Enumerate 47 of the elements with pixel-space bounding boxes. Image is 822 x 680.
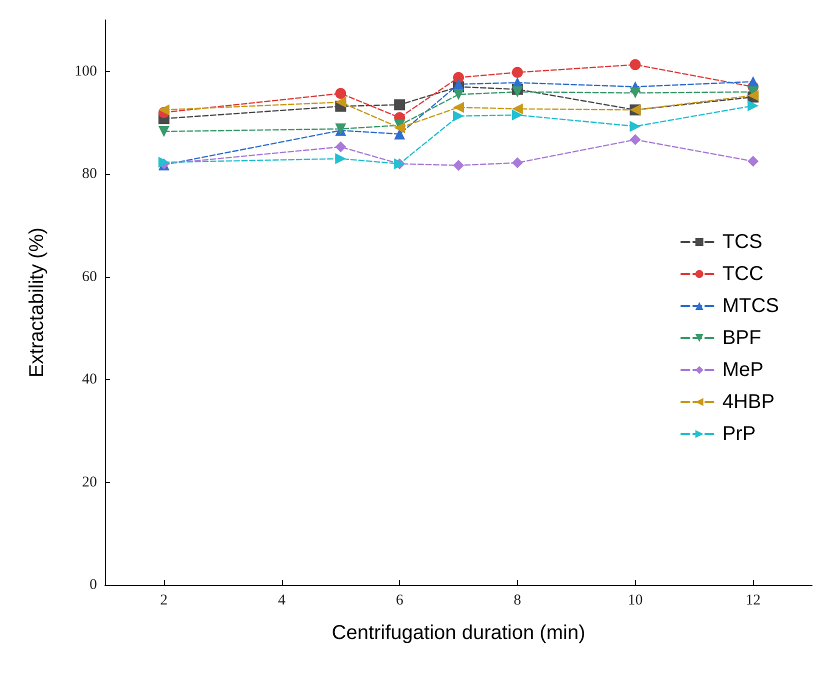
- point: [630, 59, 641, 70]
- point: [453, 88, 464, 100]
- point: [453, 72, 464, 84]
- legend-label: MeP: [722, 359, 764, 381]
- point: [453, 160, 464, 171]
- legend-label: BPF: [722, 327, 762, 349]
- point: [630, 87, 641, 98]
- point: [512, 110, 523, 121]
- point: [335, 88, 346, 99]
- point: [453, 78, 464, 90]
- y-tick-label: 60: [82, 268, 97, 285]
- point: [512, 66, 523, 78]
- point: [335, 96, 346, 108]
- x-tick-label: 4: [278, 592, 286, 608]
- y-tick-label: 80: [82, 166, 97, 182]
- point: [512, 86, 523, 98]
- point: [394, 128, 406, 140]
- y-tick-label: 20: [82, 474, 97, 490]
- point: [630, 134, 641, 146]
- x-tick-label: 10: [628, 592, 643, 608]
- legend-label: 4HBP: [722, 391, 775, 413]
- point: [158, 126, 170, 137]
- y-tick-label: 40: [82, 372, 97, 388]
- x-axis-title: Centrifugation duration (min): [332, 622, 586, 644]
- legend-label: PrP: [722, 423, 756, 445]
- point: [748, 100, 759, 112]
- point: [630, 120, 641, 132]
- x-tick-label: 2: [160, 592, 168, 608]
- point: [453, 110, 464, 122]
- x-tick-label: 6: [396, 592, 404, 608]
- legend-label: TCC: [722, 263, 764, 285]
- point: [335, 141, 346, 152]
- point: [453, 102, 464, 113]
- point: [394, 99, 406, 110]
- legend-label: MTCS: [722, 295, 780, 317]
- point: [748, 156, 759, 167]
- x-tick-label: 12: [746, 592, 761, 608]
- x-tick-label: 8: [514, 592, 522, 608]
- point: [512, 103, 523, 114]
- y-tick-label: 0: [90, 577, 97, 593]
- y-axis-title: Extractability (%): [26, 227, 48, 378]
- legend-label: TCS: [722, 231, 762, 253]
- point: [512, 157, 523, 168]
- point: [394, 122, 406, 134]
- point: [335, 153, 346, 164]
- y-tick-label: 100: [74, 63, 97, 80]
- point: [158, 104, 170, 116]
